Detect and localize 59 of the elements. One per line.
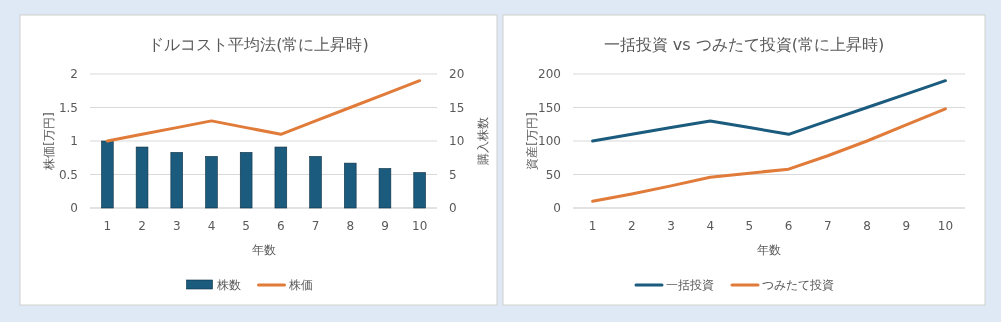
x-tick-label: 2 [138, 219, 146, 233]
legend-label: 一括投資 [666, 278, 714, 292]
x-tick-label: 5 [745, 219, 754, 233]
bar [274, 146, 288, 209]
legend-label: 株価 [287, 278, 313, 292]
line-series [591, 107, 947, 203]
y-axis-title: 資産[万円] [525, 112, 539, 170]
x-tick-label: 4 [706, 219, 715, 233]
legend-label: つみたて投資 [762, 278, 834, 292]
x-tick-label: 5 [242, 219, 250, 233]
legend-label: 株数 [215, 278, 241, 292]
chart-title: ドルコスト平均法(常に上昇時) [148, 35, 369, 54]
y-tick-label: 200 [538, 67, 561, 81]
x-tick-label: 9 [902, 219, 911, 233]
y-tick-label: 0.5 [58, 167, 78, 182]
x-axis-title: 年数 [251, 243, 276, 257]
x-axis-title: 年数 [757, 243, 781, 257]
y-axis-title: 株価[万円] [42, 112, 56, 171]
x-tick-label: 6 [784, 219, 793, 233]
y2-tick-label: 5 [449, 167, 457, 182]
x-tick-label: 1 [103, 219, 112, 233]
line-series [105, 79, 422, 143]
y-tick-label: 100 [538, 134, 561, 148]
y-tick-label: 50 [545, 167, 561, 182]
x-tick-label: 7 [823, 219, 832, 233]
line-series [591, 79, 947, 143]
y-tick-label: 1.5 [58, 100, 78, 115]
bar [101, 140, 114, 209]
x-tick-label: 8 [863, 219, 871, 233]
x-tick-label: 3 [667, 219, 675, 233]
y-tick-label: 0 [553, 201, 561, 215]
x-tick-label: 6 [277, 219, 285, 233]
bar [205, 156, 218, 209]
y-tick-label: 1 [70, 134, 78, 148]
bar [135, 146, 149, 209]
y-tick-label: 0 [70, 201, 78, 215]
x-tick-label: 10 [412, 219, 428, 233]
bar [170, 152, 183, 209]
y2-tick-label: 15 [449, 100, 465, 115]
x-tick-label: 2 [627, 219, 636, 233]
y2-tick-label: 10 [449, 134, 465, 148]
y-tick-label: 2 [70, 67, 78, 81]
x-tick-label: 1 [588, 219, 597, 233]
bar [309, 156, 322, 209]
y2-axis-title: 購入株数 [476, 117, 490, 165]
bar [344, 162, 357, 209]
y2-tick-label: 20 [449, 67, 465, 81]
x-tick-label: 8 [346, 219, 355, 233]
chart-title: 一括投資 vs つみたて投資(常に上昇時) [603, 35, 885, 54]
bar [378, 168, 392, 209]
y-tick-label: 150 [538, 100, 561, 115]
x-tick-label: 7 [311, 219, 320, 233]
x-tick-label: 4 [207, 219, 216, 233]
y2-tick-label: 0 [449, 201, 457, 215]
x-tick-label: 3 [172, 219, 181, 233]
x-tick-label: 10 [937, 219, 954, 233]
bar [239, 152, 253, 209]
x-tick-label: 9 [381, 219, 389, 233]
bar [413, 172, 426, 209]
